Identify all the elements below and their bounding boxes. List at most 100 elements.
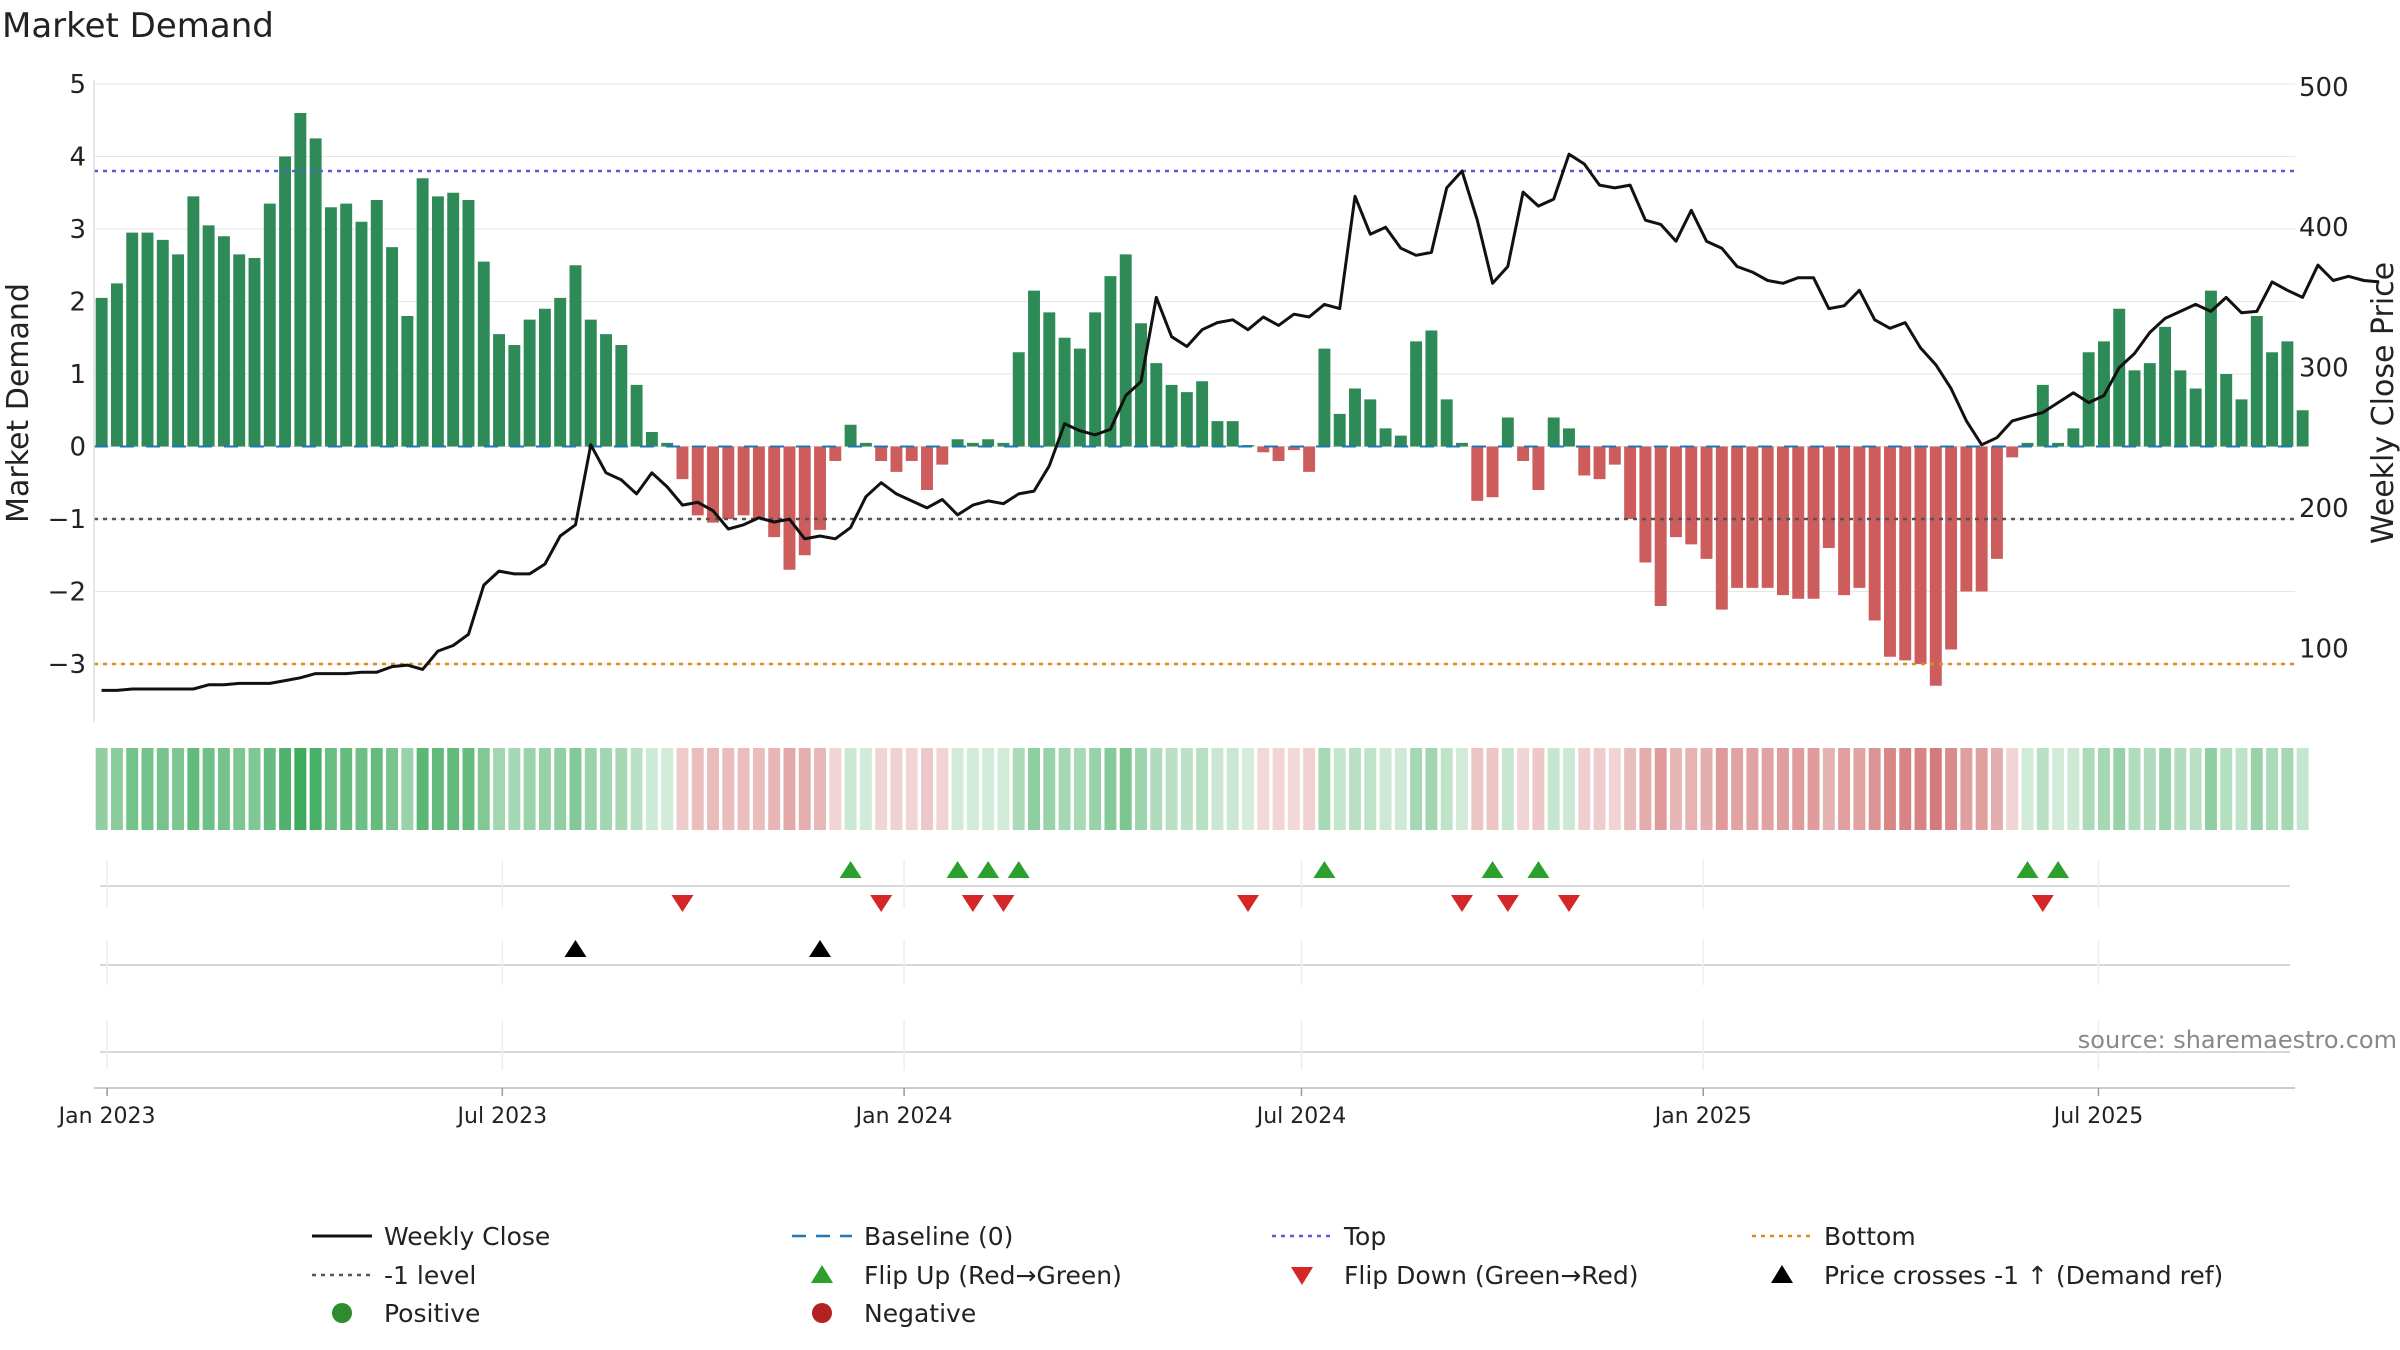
demand-bar <box>370 200 383 447</box>
heat-strip-cell <box>1028 748 1040 830</box>
demand-bar <box>202 225 215 447</box>
heat-strip-cell <box>584 748 597 830</box>
x-tick-label: Jul 2025 <box>2052 1104 2144 1129</box>
legend-symbol-circle <box>812 1303 832 1323</box>
heat-strip-cell <box>141 748 154 830</box>
heat-strip-cell <box>386 748 399 830</box>
demand-bar <box>1028 290 1040 447</box>
heat-strip-cell <box>645 748 658 830</box>
demand-bar <box>386 247 399 447</box>
heat-strip-cell <box>1333 748 1346 830</box>
heat-strip-cell <box>1517 748 1530 830</box>
heat-strip-cell <box>1838 748 1851 830</box>
heat-strip-cell <box>2250 748 2263 830</box>
demand-bar <box>2204 290 2217 447</box>
demand-bar <box>1165 384 1178 447</box>
demand-bar <box>2159 326 2172 447</box>
demand-bar <box>1073 348 1086 447</box>
heat-strip-cell <box>156 748 169 830</box>
heat-strip-cell <box>401 748 414 830</box>
heat-strip-cell <box>2097 748 2110 830</box>
demand-bar <box>1257 446 1270 453</box>
heat-strip-cell <box>814 748 826 830</box>
demand-bar <box>1043 312 1056 447</box>
flip-down-marker <box>870 895 893 912</box>
heat-strip-cell <box>1196 748 1209 830</box>
heat-strip-cell <box>1012 748 1025 830</box>
demand-bar <box>1211 421 1224 447</box>
demand-bar <box>1792 446 1805 599</box>
flip-marker-rows <box>100 860 2290 1070</box>
heat-strip-cell <box>1104 748 1117 830</box>
heat-strip-cell <box>1119 748 1132 830</box>
heat-strip-cell <box>966 748 979 830</box>
heat-strip-cell <box>1211 748 1224 830</box>
heat-strip-cell <box>1532 748 1545 830</box>
demand-bar <box>1303 446 1316 472</box>
demand-bar <box>982 439 995 447</box>
weekly-close-line <box>101 152 2380 692</box>
demand-bar <box>279 156 292 447</box>
price-cross-marker <box>809 940 832 957</box>
demand-bar <box>1929 446 1942 686</box>
demand-bar <box>2281 341 2294 447</box>
heat-strip-cell <box>1883 748 1896 830</box>
heat-strip-cell <box>1364 748 1377 830</box>
heat-strip-cell <box>279 748 292 830</box>
demand-bar <box>630 384 643 447</box>
y-axis-label-left: Market Demand <box>1 283 36 523</box>
heat-strip-cell <box>2006 748 2019 830</box>
heat-strip-cell <box>294 748 307 830</box>
y-tick-label-left: −3 <box>48 650 86 680</box>
heat-strip-cell <box>1578 748 1591 830</box>
heat-strip-cell <box>554 748 567 830</box>
demand-bar <box>1715 446 1728 610</box>
heat-strip-cell <box>1318 748 1331 830</box>
demand-bar <box>1945 446 1958 650</box>
heat-strip-cell <box>1868 748 1881 830</box>
y-tick-label-left: 4 <box>69 143 86 173</box>
heat-strip-cell <box>493 748 506 830</box>
heat-strip-cell <box>1073 748 1086 830</box>
demand-bar <box>859 442 872 447</box>
heat-strip-cell <box>2143 748 2156 830</box>
demand-bar <box>691 446 704 516</box>
heat-strip-cell <box>859 748 872 830</box>
heat-strip-cell <box>172 748 185 830</box>
demand-bar <box>1593 446 1606 480</box>
demand-bar <box>1349 388 1361 447</box>
heat-strip-cell <box>1624 748 1637 830</box>
legend-label: Weekly Close <box>384 1222 550 1251</box>
demand-bar <box>1822 446 1835 548</box>
heat-strip-cell <box>691 748 704 830</box>
demand-bar <box>1471 446 1484 501</box>
demand-bar <box>1287 446 1300 451</box>
demand-bar <box>1654 446 1667 606</box>
weekly-close-series <box>101 152 2380 692</box>
legend-label: Flip Down (Green→Red) <box>1344 1261 1639 1290</box>
heat-strip-cell <box>752 748 765 830</box>
demand-bar <box>2266 352 2279 447</box>
demand-bar <box>1807 446 1820 599</box>
flip-down-marker <box>992 895 1015 912</box>
demand-bar <box>1853 446 1866 588</box>
legend: Weekly Close Baseline (0) Top Bottom -1 leve… <box>312 1222 2223 1328</box>
demand-bar <box>1624 446 1637 519</box>
demand-bar <box>1196 381 1209 447</box>
flip-down-marker <box>1557 895 1580 912</box>
heat-strip-cell <box>921 748 933 830</box>
demand-bar <box>768 446 781 538</box>
demand-bar <box>1990 446 2003 559</box>
y-tick-label-left: −1 <box>48 505 86 535</box>
demand-bar <box>1486 446 1499 498</box>
heat-strip-cell <box>1914 748 1927 830</box>
source-note: source: sharemaestro.com <box>2078 1026 2397 1054</box>
demand-bar <box>1578 446 1591 476</box>
flip-down-marker <box>961 895 984 912</box>
demand-bar <box>554 297 567 447</box>
legend-label: Baseline (0) <box>864 1222 1013 1251</box>
heat-strip-cell <box>2021 748 2034 830</box>
heat-strip-cell <box>982 748 995 830</box>
demand-bar <box>1364 399 1377 447</box>
